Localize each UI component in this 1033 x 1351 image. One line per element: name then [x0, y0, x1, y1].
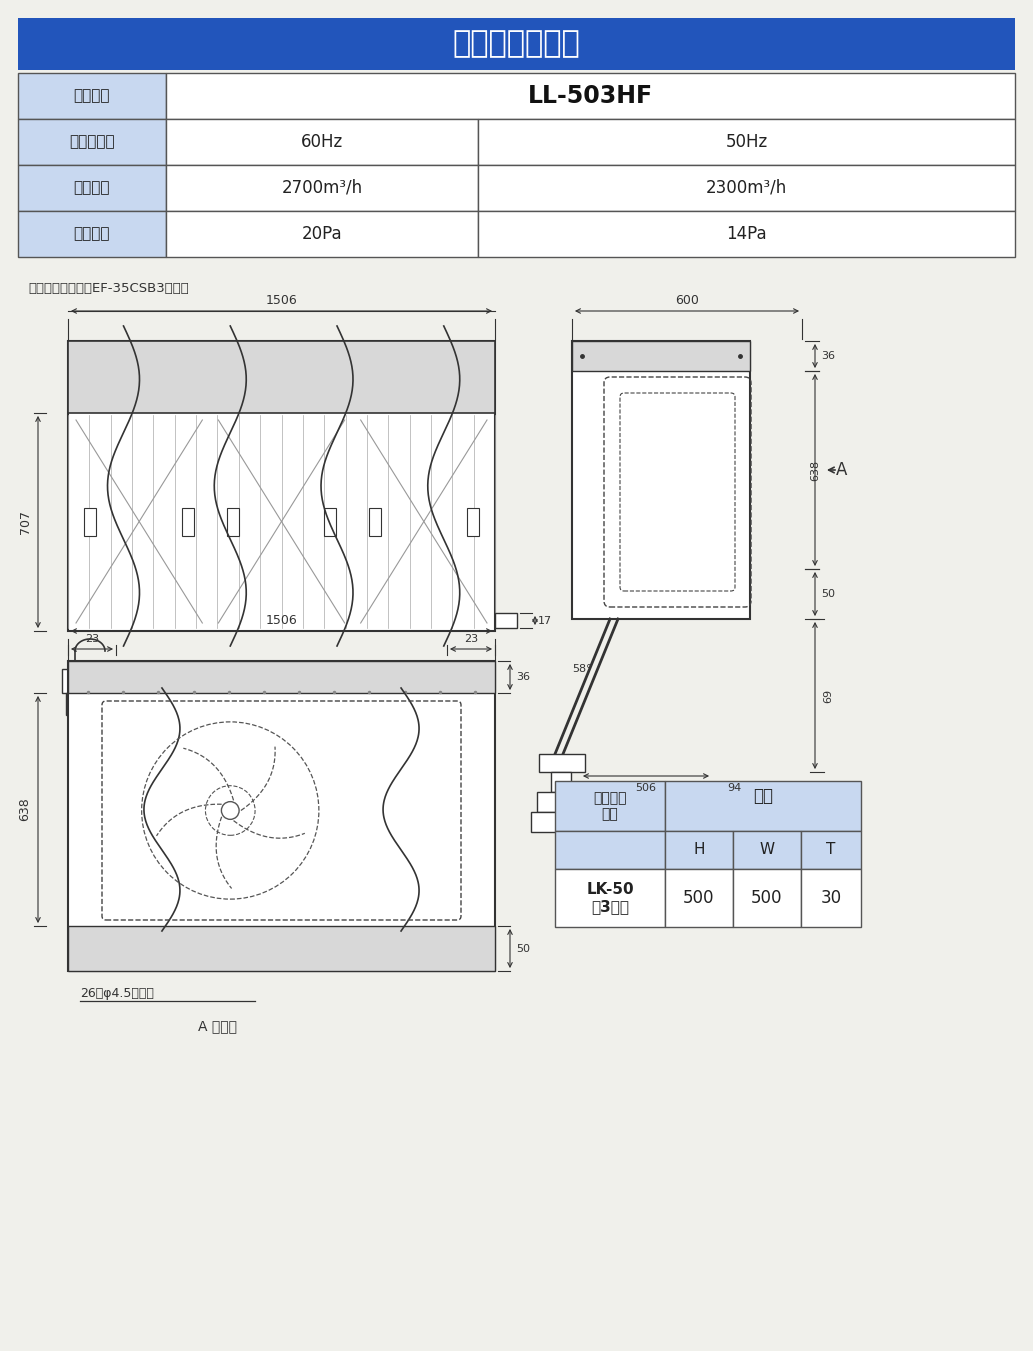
Bar — [166, 211, 478, 257]
Bar — [166, 165, 478, 211]
Bar — [572, 340, 750, 372]
Bar — [166, 73, 1015, 119]
Bar — [551, 771, 571, 792]
Text: 36: 36 — [821, 351, 835, 361]
Bar — [166, 119, 478, 165]
Bar — [68, 925, 495, 971]
Text: 30: 30 — [820, 889, 842, 907]
Text: フィルタ
型式: フィルタ 型式 — [593, 790, 627, 821]
Text: 638: 638 — [19, 797, 31, 821]
Bar — [182, 508, 194, 535]
Text: 14Pa: 14Pa — [726, 226, 766, 243]
Text: 23: 23 — [85, 634, 99, 644]
Text: LK-50
（3枚）: LK-50 （3枚） — [586, 882, 634, 915]
Bar — [227, 508, 239, 535]
Bar — [665, 781, 860, 831]
Text: 36: 36 — [516, 671, 530, 682]
Bar — [478, 211, 1015, 257]
Bar — [68, 340, 495, 413]
Text: 1506: 1506 — [265, 293, 298, 307]
Bar — [733, 831, 801, 869]
Bar — [18, 211, 166, 257]
Bar — [665, 869, 733, 927]
Text: 600: 600 — [675, 293, 699, 307]
Bar — [324, 508, 336, 535]
Text: 707: 707 — [19, 509, 31, 534]
Text: 寸法: 寸法 — [753, 788, 773, 805]
Text: 風　　量: 風 量 — [73, 181, 111, 196]
Bar — [18, 73, 166, 119]
Bar — [801, 869, 860, 927]
Bar — [66, 693, 86, 715]
Bar — [555, 781, 665, 831]
Bar — [62, 669, 90, 693]
Text: 注）風量・静圧はEF-35CSB3使用時: 注）風量・静圧はEF-35CSB3使用時 — [28, 282, 189, 296]
Bar — [572, 340, 750, 619]
Text: A: A — [837, 461, 848, 480]
Text: 60Hz: 60Hz — [301, 132, 343, 151]
Text: 20Pa: 20Pa — [302, 226, 342, 243]
Bar — [18, 165, 166, 211]
Bar — [478, 119, 1015, 165]
Text: 50Hz: 50Hz — [725, 132, 768, 151]
Text: 2700m³/h: 2700m³/h — [281, 178, 363, 197]
Bar — [531, 812, 591, 832]
Text: グリスフィルタ: グリスフィルタ — [452, 30, 580, 58]
Text: 電力周波数: 電力周波数 — [69, 135, 115, 150]
Text: 17: 17 — [538, 616, 552, 626]
Bar — [18, 18, 1015, 70]
Bar — [555, 831, 665, 869]
Text: 69: 69 — [823, 689, 833, 703]
Text: 94: 94 — [727, 784, 741, 793]
Bar — [733, 869, 801, 927]
Bar — [68, 340, 495, 631]
Text: LL-503HF: LL-503HF — [528, 84, 653, 108]
Text: 靜　　圧: 靜 圧 — [73, 227, 111, 242]
Text: A 山視図: A 山視図 — [198, 1019, 237, 1034]
Text: 2300m³/h: 2300m³/h — [706, 178, 787, 197]
Bar — [555, 869, 665, 927]
Bar — [369, 508, 381, 535]
Text: 23: 23 — [464, 634, 478, 644]
Bar — [18, 119, 166, 165]
Bar — [467, 508, 478, 535]
Text: 26－φ4.5取付穴: 26－φ4.5取付穴 — [80, 986, 154, 1000]
Text: T: T — [826, 843, 836, 858]
Bar — [85, 508, 96, 535]
Text: W: W — [759, 843, 775, 858]
Text: 50: 50 — [516, 943, 530, 954]
Text: 506: 506 — [635, 784, 657, 793]
Bar — [665, 831, 733, 869]
Text: 500: 500 — [683, 889, 715, 907]
Text: 型　　式: 型 式 — [73, 89, 111, 104]
Text: 500: 500 — [751, 889, 783, 907]
Bar — [478, 165, 1015, 211]
Bar — [539, 754, 585, 771]
Text: 1506: 1506 — [265, 613, 298, 627]
Bar — [537, 792, 585, 812]
Bar — [68, 661, 495, 971]
Text: H: H — [693, 843, 705, 858]
Bar — [801, 831, 860, 869]
Text: 58°: 58° — [572, 663, 592, 674]
Bar — [495, 613, 516, 628]
Text: 638: 638 — [810, 459, 820, 481]
Bar — [68, 661, 495, 693]
Text: 50: 50 — [821, 589, 835, 598]
